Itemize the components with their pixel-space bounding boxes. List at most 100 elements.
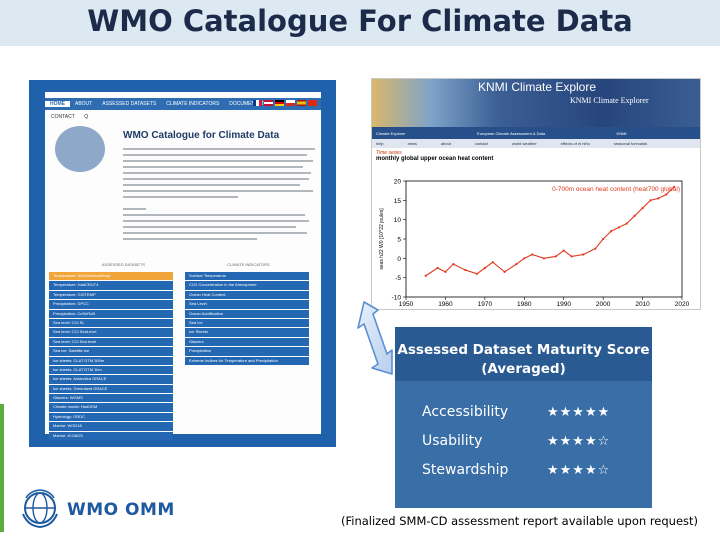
list-item[interactable]: Sea level: CCI SeaLevel	[49, 328, 173, 337]
x-tick-label: 2000	[596, 301, 611, 308]
list-item[interactable]: Surface Temperature	[185, 272, 309, 281]
text-line	[123, 190, 314, 192]
flag-icon[interactable]	[275, 100, 284, 106]
climate-indicators-header: CLIMATE INDICATORS	[227, 262, 270, 267]
list-item[interactable]: Temperature: HadCRUT4	[49, 281, 173, 290]
list-item[interactable]: Precipitation: GPCC	[49, 300, 173, 309]
data-point	[475, 272, 479, 275]
footnote: (Finalized SMM-CD assessment report avai…	[341, 514, 699, 528]
nav-tab-climate-indicators[interactable]: CLIMATE INDICATORS	[166, 101, 220, 107]
list-item[interactable]: Ocean Heat Content	[185, 290, 309, 300]
y-tick-label: 5	[397, 237, 401, 244]
star-rating-icon: ★★★★★	[547, 405, 611, 420]
data-point	[424, 274, 427, 277]
list-item[interactable]: CO2 Concentration in the Atmosphere	[185, 281, 309, 290]
score-label: Usability	[422, 433, 483, 449]
flag-icon[interactable]	[308, 100, 317, 106]
list-item[interactable]: Marine: ICOADS	[49, 431, 173, 441]
data-point	[641, 206, 644, 210]
menu-eca-d[interactable]: European Climate Assessment & Data	[477, 130, 546, 136]
text-line	[123, 220, 310, 222]
list-item[interactable]: Extreme Indices for Temperature and Prec…	[185, 356, 309, 365]
list-item[interactable]: Sea Level	[185, 300, 309, 309]
x-tick-label: 1970	[478, 301, 493, 308]
text-line	[123, 232, 308, 234]
plot-frame	[405, 180, 683, 298]
list-item[interactable]: Sea ice: Satellite Ice	[49, 347, 173, 356]
column-headers: ASSESSED DATASETS CLIMATE INDICATORS	[61, 262, 311, 267]
data-point	[609, 230, 613, 233]
search-link[interactable]: Q	[84, 114, 89, 120]
list-item[interactable]: Climate model: HadGEM	[49, 403, 173, 412]
star-rating-icon: ★★★★☆	[547, 434, 611, 449]
list-item[interactable]: Sea Ice	[185, 318, 309, 328]
score-label: Accessibility	[422, 404, 509, 420]
list-item[interactable]: Ice Sheets	[185, 328, 309, 337]
submenu-news[interactable]: news	[407, 141, 417, 146]
list-item[interactable]: Ice sheets: Greenland GRACE	[49, 384, 173, 394]
list-item[interactable]: Precipitation: CoSeRoB	[49, 309, 173, 318]
contact-row: CONTACT Q	[51, 114, 96, 120]
data-point	[452, 263, 455, 266]
list-item[interactable]: Glaciers	[185, 337, 309, 347]
star-rating-icon: ★★★★☆	[547, 463, 611, 478]
list-item[interactable]: Ice sheets: CLAT DTM 300m	[49, 356, 173, 365]
submenu-contact[interactable]: contact	[474, 141, 488, 146]
flag-icon[interactable]	[264, 100, 273, 106]
flag-icon[interactable]	[286, 100, 295, 106]
text-line	[123, 214, 306, 216]
ocean-heat-content-chart: 1950 1960 1970 1980 1990 2000 2010 2020-10-5051…	[379, 179, 690, 309]
data-point	[570, 255, 573, 258]
language-flags	[253, 100, 317, 106]
green-accent-bar	[0, 404, 4, 532]
list-item[interactable]: Ocean Acidification	[185, 309, 309, 318]
submenu-el-nino[interactable]: effects of el niño	[560, 141, 590, 146]
list-item[interactable]: Marine: WOD18	[49, 422, 173, 431]
title-band	[0, 0, 720, 46]
list-item[interactable]: Ice sheets: Antarctica GRACE	[49, 375, 173, 384]
list-item[interactable]: Hydrology: GRDC	[49, 412, 173, 422]
nav-tab-documentation[interactable]: DOCUMENTATION	[229, 101, 273, 107]
nav-tab-about[interactable]: ABOUT	[75, 101, 93, 107]
submenu-about[interactable]: about	[440, 141, 451, 146]
score-label: Stewardship	[422, 462, 509, 478]
submenu-seasonal-forecasts[interactable]: seasonal forecasts	[613, 141, 648, 146]
flag-icon[interactable]	[297, 100, 306, 106]
data-point	[602, 237, 605, 241]
data-point	[464, 268, 467, 272]
list-item[interactable]: Sea level: CCI Sea level	[49, 337, 173, 347]
time-series-subtitle: monthly global upper ocean heat content	[376, 156, 494, 162]
score-row-usability: Usability ★★★★☆	[422, 433, 652, 457]
data-point	[483, 266, 486, 270]
knmi-brand: KNMI Climate Explorer	[570, 96, 649, 105]
contact-link[interactable]: CONTACT	[51, 114, 75, 120]
climate-indicators-list: Surface Temperature CO2 Concentration in …	[185, 272, 309, 366]
assessed-datasets-list: Temperature: NOAAGlobalTemp Temperature: …	[49, 272, 173, 441]
nav-tab-home[interactable]: HOME	[45, 101, 70, 107]
list-item[interactable]: Sea level: CCI SL	[49, 318, 173, 328]
data-point	[503, 270, 506, 273]
list-item[interactable]: Glaciers: WGMS	[49, 394, 173, 403]
menu-climate-explorer[interactable]: Climate Explorer	[376, 130, 406, 136]
text-line	[123, 154, 308, 156]
submenu-world-weather[interactable]: world weather	[511, 141, 537, 146]
data-point	[444, 270, 447, 273]
data-point	[582, 253, 585, 256]
knmi-header-banner	[372, 79, 700, 127]
data-point	[542, 257, 546, 260]
menu-knmi[interactable]: KNMI	[616, 130, 627, 136]
list-item[interactable]: Temperature: NOAAGlobalTemp	[49, 272, 173, 281]
knmi-submenu: help news about contact world weather ef…	[372, 139, 700, 148]
x-tick-label: 1990	[556, 301, 571, 308]
list-item[interactable]: Precipitation	[185, 347, 309, 356]
list-item[interactable]: Ice sheets: CLAT DTM 1km	[49, 365, 173, 375]
maturity-title-band	[395, 327, 652, 381]
knmi-explorer-screenshot: KNMI Climate Explore KNMI Climate Explor…	[371, 78, 701, 310]
wmo-page-logo-icon	[55, 126, 105, 172]
maturity-score-card: Assessed Dataset Maturity Score (Average…	[395, 327, 652, 508]
list-item[interactable]: Temperature: GISTEMP	[49, 290, 173, 300]
submenu-help[interactable]: help	[376, 141, 384, 146]
flag-icon[interactable]	[253, 100, 262, 106]
nav-tab-assessed-datasets[interactable]: ASSESSED DATASETS	[102, 101, 157, 107]
data-point	[491, 261, 494, 264]
